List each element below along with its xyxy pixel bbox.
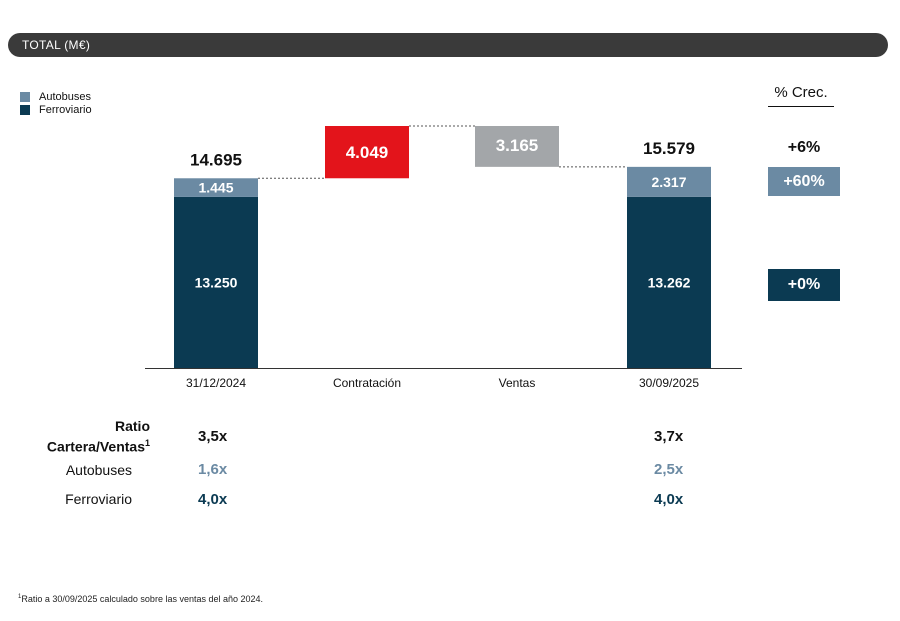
label-ferroviario-end: 13.262 bbox=[648, 274, 691, 290]
legend-swatch-ferroviario bbox=[20, 104, 30, 115]
label-autobuses-start: 1.445 bbox=[198, 180, 233, 196]
label-total-start: 14.695 bbox=[190, 150, 242, 169]
ratio-heading-line2: Cartera/Ventas bbox=[46, 438, 145, 455]
label-autobuses-end: 2.317 bbox=[651, 174, 686, 190]
growth-heading: % Crec. bbox=[768, 84, 834, 107]
ratio-total-end: 3,7x bbox=[654, 428, 684, 445]
ratio-heading-sup: 1 bbox=[144, 438, 150, 448]
legend-item-ferroviario: Ferroviario bbox=[20, 103, 92, 116]
x-tick-label-3: 30/09/2025 bbox=[639, 376, 699, 390]
bar-ventas bbox=[475, 126, 559, 167]
bar-ferroviario-start bbox=[174, 196, 258, 368]
ratio-ferroviario-start: 4,0x bbox=[198, 491, 228, 508]
section-title: TOTAL (M€) bbox=[22, 38, 91, 52]
bar-autobuses-end bbox=[627, 166, 711, 197]
bar-autobuses-start bbox=[174, 178, 258, 197]
chart-legend: Autobuses Ferroviario bbox=[20, 90, 92, 116]
ratio-label-autobuses: Autobuses bbox=[65, 462, 132, 478]
section-header-bar: TOTAL (M€) bbox=[8, 33, 888, 57]
legend-swatch-autobuses bbox=[20, 91, 30, 102]
bar-contratacion bbox=[325, 126, 409, 179]
ratio-heading-line1: Ratio bbox=[115, 418, 150, 434]
footnote-sup: 1 bbox=[18, 594, 22, 600]
ratio-ferroviario-end: 4,0x bbox=[654, 491, 684, 508]
bar-ferroviario-end bbox=[627, 196, 711, 368]
legend-label-autobuses: Autobuses bbox=[39, 90, 91, 103]
label-total-end: 15.579 bbox=[643, 139, 695, 158]
growth-total: +6% bbox=[787, 139, 821, 156]
x-tick-label-2: Ventas bbox=[499, 376, 536, 390]
label-ferroviario-start: 13.250 bbox=[195, 274, 238, 290]
waterfall-chart: 13.250 1.445 14.695 13.262 2.317 15.579 4.049 3… bbox=[145, 125, 742, 390]
x-tick-label-1: Contratación bbox=[333, 376, 401, 390]
ratio-autobuses-start: 1,6x bbox=[198, 461, 228, 478]
ratio-autobuses-end: 2,5x bbox=[654, 461, 684, 478]
growth-autobuses-badge: +60% bbox=[768, 167, 840, 196]
legend-label-ferroviario: Ferroviario bbox=[39, 103, 92, 116]
footnote-text: Ratio a 30/09/2025 calculado sobre las v… bbox=[21, 594, 264, 604]
x-tick-label-0: 31/12/2024 bbox=[186, 376, 246, 390]
footnote: 1Ratio a 30/09/2025 calculado sobre las … bbox=[18, 594, 263, 604]
ratio-heading: Ratio Cartera/Ventas1 bbox=[10, 418, 150, 456]
ratio-total-start: 3,5x bbox=[198, 428, 228, 445]
label-ventas: 3.165 bbox=[496, 136, 539, 155]
growth-ferroviario-badge: +0% bbox=[768, 269, 840, 301]
label-contratacion: 4.049 bbox=[346, 143, 389, 162]
ratio-label-ferroviario: Ferroviario bbox=[65, 491, 132, 507]
legend-item-autobuses: Autobuses bbox=[20, 90, 92, 103]
